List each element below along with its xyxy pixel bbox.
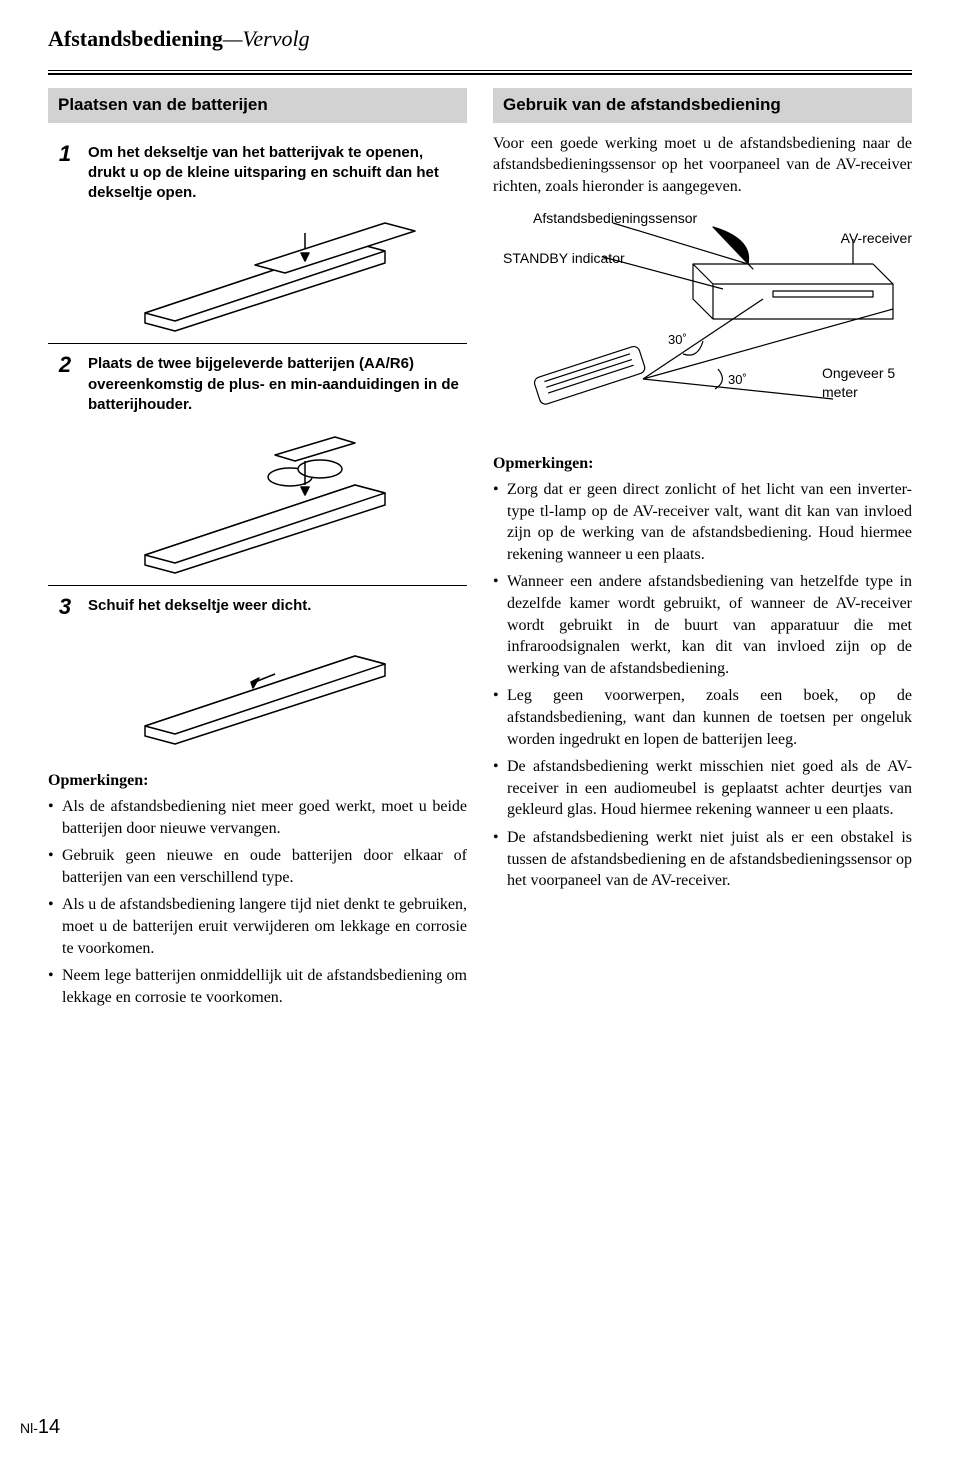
right-notes-heading: Opmerkingen: [493, 453, 912, 475]
note-item: De afstandsbediening werkt misschien nie… [493, 756, 912, 821]
angle-text-1: 30˚ [668, 332, 687, 347]
sensor-diagram-icon: 30˚ 30˚ [493, 209, 913, 439]
step-text: Plaats de twee bijgeleverde batterijen (… [82, 344, 467, 586]
header-title: Afstandsbediening [48, 26, 223, 51]
header-rule [48, 70, 912, 74]
right-section-title: Gebruik van de afstandsbediening [493, 88, 912, 123]
step-row: 2 Plaats de twee bijgeleverde batterijen… [48, 344, 467, 586]
remote-batteries-icon [125, 425, 425, 575]
left-section-title: Plaatsen van de batterijen [48, 88, 467, 123]
right-notes-list: Zorg dat er geen direct zonlicht of het … [493, 479, 912, 892]
angle-text-2: 30˚ [728, 372, 747, 387]
note-item: Wanneer een andere afstandsbediening van… [493, 571, 912, 679]
steps-table: 1 Om het dekseltje van het batterijvak t… [48, 133, 467, 757]
step-number: 3 [48, 586, 82, 757]
step2-diagram [88, 425, 461, 575]
note-item: De afstandsbediening werkt niet juist al… [493, 827, 912, 892]
step-number: 1 [48, 133, 82, 344]
left-notes-list: Als de afstandsbediening niet meer goed … [48, 796, 467, 1008]
note-item: Neem lege batterijen onmiddellijk uit de… [48, 965, 467, 1008]
left-notes-heading: Opmerkingen: [48, 770, 467, 792]
note-item: Als de afstandsbediening niet meer goed … [48, 796, 467, 839]
note-item: Als u de afstandsbediening langere tijd … [48, 894, 467, 959]
right-intro: Voor een goede werking moet u de afstand… [493, 133, 912, 198]
remote-close-icon [125, 626, 425, 746]
step3-diagram [88, 626, 461, 746]
header-continuation: —Vervolg [223, 26, 310, 51]
step-text: Om het dekseltje van het batterijvak te … [82, 133, 467, 344]
page-num-value: 14 [38, 1416, 60, 1438]
remote-open-icon [125, 213, 425, 333]
page-number: Nl-14 [20, 1414, 60, 1441]
step-text: Schuif het dekseltje weer dicht. [82, 586, 467, 757]
left-column: Plaatsen van de batterijen 1 Om het deks… [48, 88, 467, 1015]
step1-diagram [88, 213, 461, 333]
right-column: Gebruik van de afstandsbediening Voor ee… [493, 88, 912, 1015]
step-row: 1 Om het dekseltje van het batterijvak t… [48, 133, 467, 344]
page-header: Afstandsbediening—Vervolg [48, 24, 912, 56]
sensor-figure: Afstandsbedieningssensor AV-receiver STA… [493, 209, 912, 439]
step-number: 2 [48, 344, 82, 586]
step-row: 3 Schuif het dekseltje weer dicht. [48, 586, 467, 757]
note-item: Gebruik geen nieuwe en oude batterijen d… [48, 845, 467, 888]
note-item: Leg geen voorwerpen, zoals een boek, op … [493, 685, 912, 750]
note-item: Zorg dat er geen direct zonlicht of het … [493, 479, 912, 565]
page-prefix: Nl- [20, 1420, 38, 1436]
